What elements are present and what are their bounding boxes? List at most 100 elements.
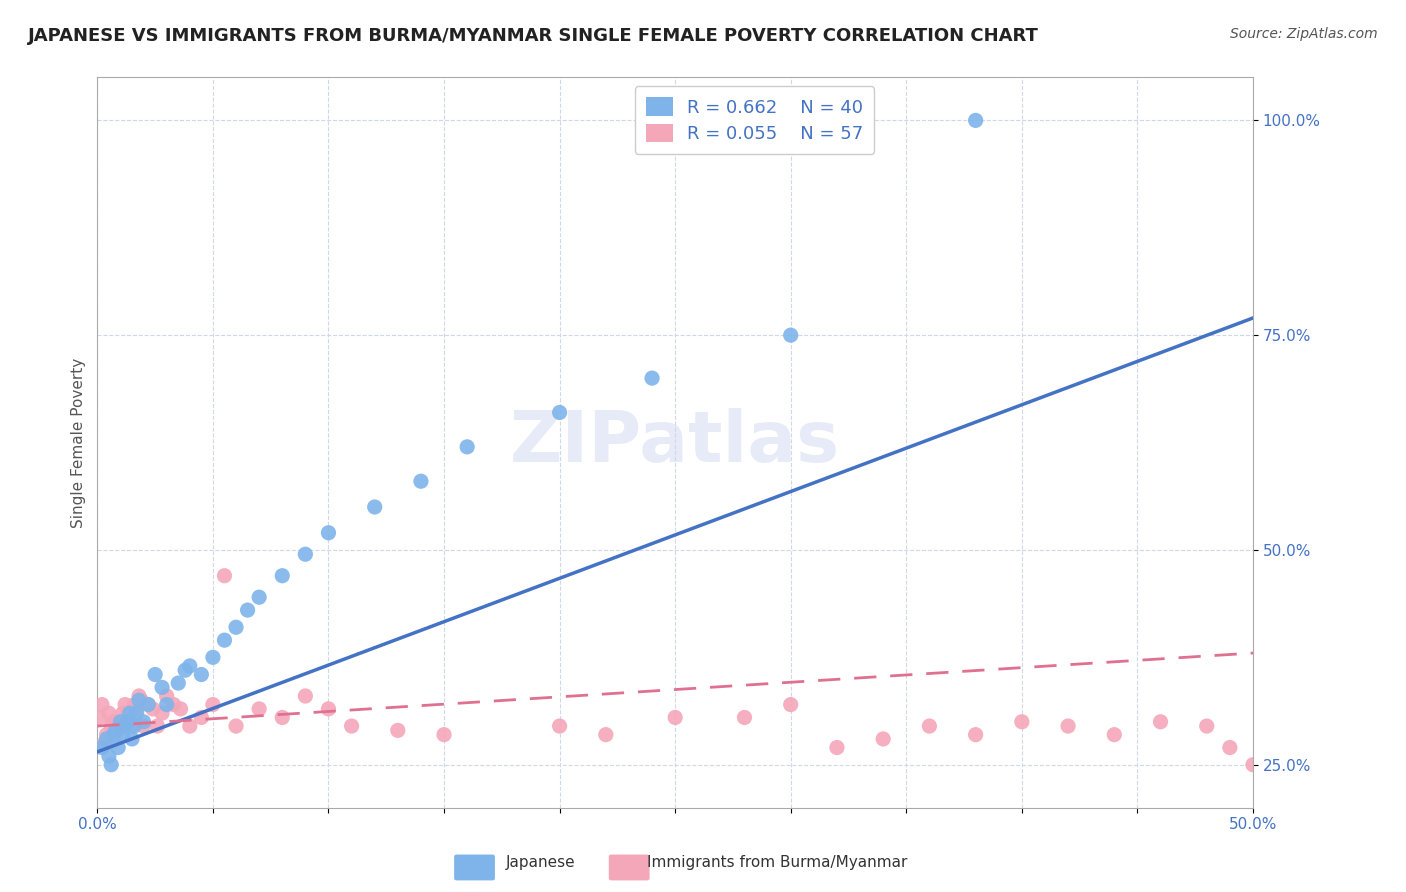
- Point: [110, 719, 132, 733]
- Point: [103, 728, 125, 742]
- Point: [91, 698, 114, 712]
- Point: [96, 731, 118, 746]
- Point: [1011, 714, 1033, 729]
- Point: [641, 371, 664, 385]
- Point: [201, 650, 224, 665]
- Point: [104, 723, 127, 738]
- Point: [734, 710, 756, 724]
- Point: [117, 706, 139, 721]
- Point: [1265, 719, 1288, 733]
- Point: [143, 667, 166, 681]
- Point: [247, 591, 270, 605]
- Point: [125, 706, 148, 721]
- Point: [111, 706, 134, 721]
- Point: [179, 719, 201, 733]
- Point: [190, 710, 212, 724]
- Point: [779, 328, 801, 343]
- Point: [107, 740, 129, 755]
- Point: [167, 676, 190, 690]
- Point: [271, 568, 294, 582]
- Point: [118, 710, 141, 724]
- Point: [1241, 757, 1264, 772]
- Point: [548, 719, 571, 733]
- Point: [104, 728, 127, 742]
- Y-axis label: Single Female Poverty: Single Female Poverty: [72, 358, 86, 528]
- Point: [214, 568, 236, 582]
- Point: [225, 719, 247, 733]
- Point: [107, 723, 129, 738]
- Point: [664, 710, 686, 724]
- Point: [117, 714, 139, 729]
- Point: [128, 689, 150, 703]
- Point: [114, 719, 136, 733]
- Point: [872, 731, 894, 746]
- Point: [128, 693, 150, 707]
- Point: [100, 719, 122, 733]
- Point: [409, 474, 432, 488]
- Text: ZIPatlas: ZIPatlas: [510, 408, 841, 477]
- Point: [318, 702, 340, 716]
- Text: Immigrants from Burma/Myanmar: Immigrants from Burma/Myanmar: [647, 855, 907, 870]
- Point: [136, 698, 159, 712]
- Point: [1057, 719, 1080, 733]
- Point: [96, 728, 118, 742]
- Point: [91, 740, 114, 755]
- Point: [124, 719, 146, 733]
- Point: [162, 698, 184, 712]
- Point: [169, 702, 191, 716]
- Point: [97, 749, 120, 764]
- Point: [918, 719, 941, 733]
- Point: [201, 698, 224, 712]
- Point: [318, 525, 340, 540]
- Point: [965, 728, 987, 742]
- Point: [225, 620, 247, 634]
- Point: [156, 698, 179, 712]
- Point: [387, 723, 409, 738]
- Point: [456, 440, 478, 454]
- Point: [111, 728, 134, 742]
- Text: Japanese: Japanese: [506, 855, 576, 870]
- Point: [247, 702, 270, 716]
- Point: [93, 736, 115, 750]
- Point: [1149, 714, 1171, 729]
- Point: [142, 702, 165, 716]
- Point: [121, 731, 143, 746]
- Point: [236, 603, 259, 617]
- Point: [125, 702, 148, 716]
- Point: [433, 728, 456, 742]
- Point: [97, 706, 120, 721]
- Legend: R = 0.662    N = 40, R = 0.055    N = 57: R = 0.662 N = 40, R = 0.055 N = 57: [634, 87, 875, 154]
- Point: [340, 719, 363, 733]
- Point: [146, 719, 169, 733]
- Text: Source: ZipAtlas.com: Source: ZipAtlas.com: [1230, 27, 1378, 41]
- Point: [174, 663, 197, 677]
- Point: [100, 757, 122, 772]
- Point: [364, 500, 387, 514]
- Point: [1288, 710, 1310, 724]
- Point: [150, 681, 173, 695]
- Point: [179, 659, 201, 673]
- Point: [129, 693, 152, 707]
- Point: [156, 689, 179, 703]
- Point: [214, 633, 236, 648]
- Point: [1104, 728, 1126, 742]
- Point: [89, 710, 111, 724]
- Point: [1219, 740, 1241, 755]
- Point: [103, 714, 125, 729]
- Point: [548, 405, 571, 419]
- Point: [779, 698, 801, 712]
- Point: [825, 740, 848, 755]
- Point: [136, 698, 159, 712]
- Point: [124, 698, 146, 712]
- Point: [271, 710, 294, 724]
- Text: JAPANESE VS IMMIGRANTS FROM BURMA/MYANMAR SINGLE FEMALE POVERTY CORRELATION CHAR: JAPANESE VS IMMIGRANTS FROM BURMA/MYANMA…: [28, 27, 1039, 45]
- Point: [150, 706, 173, 721]
- Point: [110, 714, 132, 729]
- Point: [190, 667, 212, 681]
- Point: [1195, 719, 1218, 733]
- Point: [132, 719, 155, 733]
- Point: [118, 706, 141, 721]
- Point: [294, 689, 316, 703]
- Point: [132, 714, 155, 729]
- Point: [965, 113, 987, 128]
